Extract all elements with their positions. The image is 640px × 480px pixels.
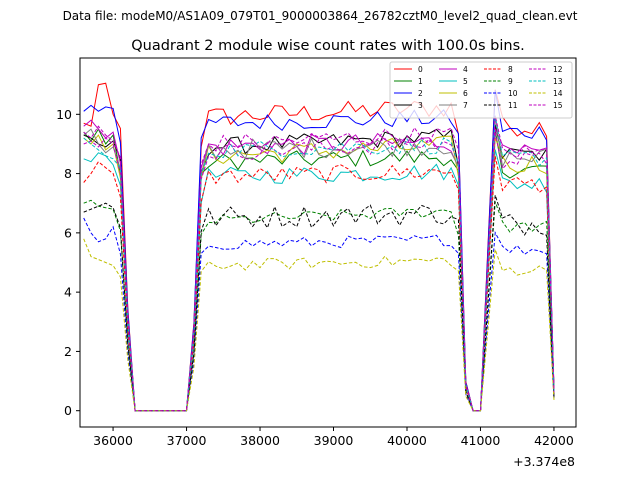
x-offset-label: +3.374e8 <box>513 454 575 469</box>
x-tick-label: 40000 <box>387 433 427 448</box>
legend-label: 8 <box>508 65 513 74</box>
legend-label: 13 <box>553 77 563 86</box>
figure-suptitle: Data file: modeM0/AS1A09_079T01_90000038… <box>63 9 578 23</box>
series-line-14 <box>83 238 555 412</box>
series-layer <box>83 82 555 412</box>
x-tick-label: 38000 <box>240 433 280 448</box>
legend-label: 15 <box>553 101 563 110</box>
legend-label: 7 <box>463 101 468 110</box>
chart-title: Quadrant 2 module wise count rates with … <box>131 38 525 54</box>
y-tick-label: 8 <box>64 166 72 181</box>
y-tick-label: 2 <box>64 344 72 359</box>
y-tick-label: 6 <box>64 225 72 240</box>
x-tick-label: 36000 <box>93 433 133 448</box>
series-line-12 <box>83 132 555 412</box>
y-axis-ticks: 0 2 4 6 8 10 <box>56 107 80 418</box>
legend-label: 0 <box>418 65 423 74</box>
legend-label: 9 <box>508 77 513 86</box>
legend-label: 2 <box>418 89 423 98</box>
legend-label: 6 <box>463 89 468 98</box>
series-line-15 <box>83 115 555 412</box>
x-tick-label: 37000 <box>167 433 207 448</box>
legend-label: 4 <box>463 65 468 74</box>
x-tick-label: 42000 <box>534 433 574 448</box>
plot-frame <box>79 57 577 428</box>
legend-label: 5 <box>463 77 468 86</box>
y-tick-label: 10 <box>56 107 72 122</box>
legend-label: 3 <box>418 101 423 110</box>
legend-label: 11 <box>508 101 518 110</box>
legend-box <box>389 61 573 119</box>
y-tick-label: 4 <box>64 285 72 300</box>
x-tick-label: 39000 <box>314 433 354 448</box>
x-axis-ticks: 36000 37000 38000 39000 40000 41000 42000 <box>93 427 574 448</box>
y-tick-label: 0 <box>64 403 72 418</box>
legend-label: 10 <box>508 89 518 98</box>
x-tick-label: 41000 <box>461 433 501 448</box>
legend-label: 14 <box>553 89 563 98</box>
legend-label: 1 <box>418 77 423 86</box>
legend-label: 12 <box>553 65 563 74</box>
